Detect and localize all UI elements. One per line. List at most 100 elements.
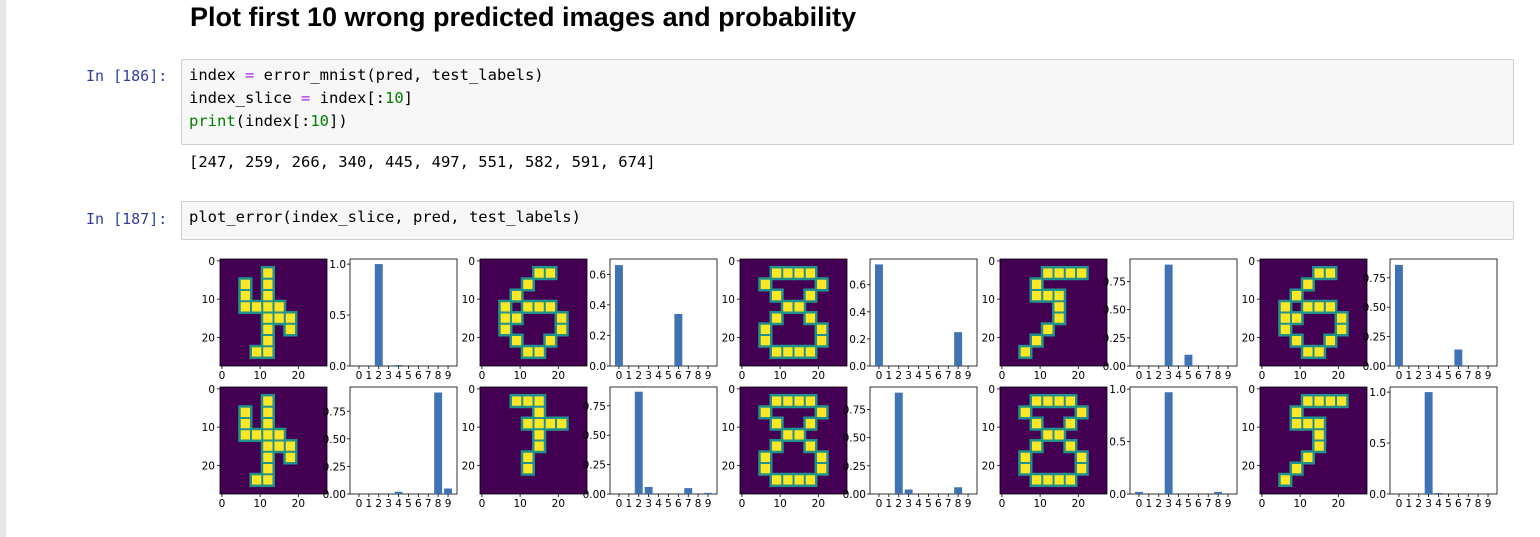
- digit-stroke: [817, 336, 827, 346]
- digit-stroke: [1054, 430, 1064, 440]
- code-cell-187[interactable]: plot_error(index_slice, pred, test_label…: [181, 201, 1514, 240]
- digit-stroke: [805, 268, 816, 278]
- y-tick-label: 0: [728, 256, 735, 268]
- digit-stroke: [263, 475, 273, 485]
- digit-stroke: [263, 324, 273, 335]
- bar-category-label: 2: [635, 370, 642, 382]
- digit-stroke: [274, 313, 284, 323]
- probability-bar: [704, 492, 713, 494]
- bar-category-label: 2: [375, 498, 382, 510]
- bar-category-label: 4: [1175, 370, 1182, 382]
- digit-stroke: [760, 464, 770, 474]
- digit-stroke: [1031, 336, 1042, 346]
- digit-stroke: [1314, 347, 1324, 357]
- digit-stroke: [1043, 475, 1053, 485]
- digit-stroke: [760, 452, 770, 463]
- digit-stroke: [1314, 396, 1324, 406]
- bar-category-label: 2: [895, 498, 902, 510]
- digit-stroke: [1031, 279, 1042, 289]
- bar-category-label: 1: [366, 498, 373, 510]
- probability-bar: [1454, 349, 1463, 366]
- digit-stroke: [240, 279, 250, 289]
- digit-stroke: [817, 407, 827, 417]
- y-tick-label: 20: [982, 460, 995, 472]
- y-tick-label: 20: [722, 460, 735, 472]
- bar-y-tick-label: 0.00: [1363, 361, 1386, 373]
- digit-stroke: [1303, 418, 1313, 429]
- bar-category-label: 9: [965, 498, 972, 510]
- digit-stroke: [1020, 464, 1030, 474]
- digit-image-frame: [739, 386, 848, 495]
- bar-chart-frame: [609, 258, 718, 367]
- digit-stroke: [1291, 418, 1302, 429]
- x-tick-label: 20: [812, 498, 825, 510]
- digit-stroke: [523, 279, 533, 289]
- digit-stroke: [783, 302, 793, 312]
- bar-category-label: 0: [1136, 370, 1143, 382]
- digit-stroke: [1337, 313, 1347, 323]
- digit-stroke: [783, 430, 793, 440]
- y-tick-label: 10: [722, 294, 735, 306]
- digit-stroke: [511, 336, 522, 346]
- digit-stroke: [251, 347, 262, 357]
- digit-stroke: [557, 313, 567, 323]
- x-tick-label: 20: [292, 498, 305, 510]
- digit-stroke: [545, 336, 556, 346]
- digit-stroke: [783, 268, 793, 278]
- bar-category-label: 5: [925, 498, 932, 510]
- x-tick-label: 20: [1072, 370, 1085, 382]
- bar-y-tick-label: 0.6: [849, 280, 866, 292]
- bar-category-label: 1: [1406, 370, 1413, 382]
- digit-stroke: [817, 452, 827, 463]
- y-tick-label: 0: [1248, 384, 1255, 396]
- bar-category-label: 7: [425, 498, 432, 510]
- probability-bar: [644, 486, 653, 494]
- digit-stroke: [263, 336, 273, 346]
- digit-stroke: [263, 313, 273, 323]
- bar-chart-frame: [349, 258, 458, 367]
- digit-stroke: [760, 279, 770, 289]
- digit-stroke: [240, 302, 250, 312]
- digit-stroke: [817, 279, 827, 289]
- x-tick-label: 10: [773, 498, 786, 510]
- digit-stroke: [1065, 396, 1076, 406]
- digit-stroke: [794, 396, 804, 406]
- x-tick-label: 0: [1259, 498, 1266, 510]
- bar-category-label: 6: [1195, 370, 1202, 382]
- x-tick-label: 10: [1293, 370, 1306, 382]
- digit-stroke: [511, 396, 522, 406]
- digit-stroke: [1314, 268, 1324, 278]
- digit-stroke: [1054, 396, 1064, 406]
- cell-output-text: [247, 259, 266, 340, 445, 497, 551, 582,…: [189, 153, 656, 171]
- bar-category-label: 0: [356, 498, 363, 510]
- bar-category-label: 2: [635, 498, 642, 510]
- bar-category-label: 2: [1155, 498, 1162, 510]
- bar-category-label: 1: [886, 498, 893, 510]
- digit-stroke: [1043, 396, 1053, 406]
- digit-stroke: [500, 313, 510, 323]
- digit-stroke: [523, 418, 533, 429]
- code-token: 10: [384, 89, 404, 107]
- bar-category-label: 8: [955, 370, 962, 382]
- code-cell-186[interactable]: index = error_mnist(pred, test_labels) i…: [181, 59, 1514, 145]
- probability-bar: [1394, 264, 1403, 366]
- y-tick-label: 20: [462, 332, 475, 344]
- y-tick-label: 0: [468, 384, 475, 396]
- bar-category-label: 4: [395, 370, 402, 382]
- digit-stroke: [534, 268, 544, 278]
- bar-category-label: 7: [945, 370, 952, 382]
- probability-bar: [1184, 354, 1193, 366]
- bar-category-label: 8: [955, 498, 962, 510]
- digit-stroke: [1054, 290, 1064, 301]
- bar-chart-frame: [1389, 258, 1498, 367]
- digit-stroke: [1280, 313, 1290, 323]
- bar-category-label: 2: [1415, 498, 1422, 510]
- bar-y-tick-label: 0.75: [1103, 277, 1126, 289]
- bar-y-tick-label: 0.50: [1363, 302, 1386, 314]
- code-token: print: [189, 112, 236, 130]
- digit-stroke: [783, 475, 793, 485]
- digit-stroke: [285, 324, 296, 335]
- digit-stroke: [1054, 268, 1064, 278]
- bar-y-tick-label: 0.4: [849, 307, 866, 319]
- bar-category-label: 1: [366, 370, 373, 382]
